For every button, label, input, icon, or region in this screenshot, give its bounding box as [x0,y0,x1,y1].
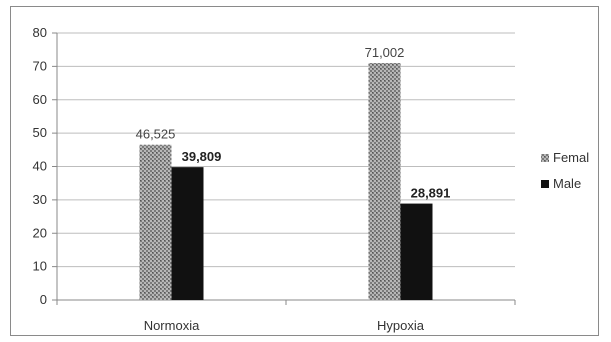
chart-frame: 0 10 20 30 40 50 60 70 80 Normoxia Hypoxia 46,525 7… [10,6,599,336]
legend: Femal Male [541,150,589,191]
y-tick-label: 20 [33,225,47,240]
legend-label-male: Male [553,176,581,191]
data-label: 28,891 [411,186,451,201]
axes: 0 10 20 30 40 50 60 70 80 Normoxia Hypoxia [33,25,516,333]
y-tick-label: 70 [33,58,47,73]
bar-chart: 0 10 20 30 40 50 60 70 80 Normoxia Hypoxia 46,525 7… [33,25,590,333]
y-tick-label: 80 [33,25,47,40]
y-tick-label: 0 [40,292,47,307]
y-tick-label: 40 [33,159,47,174]
x-category-label: Hypoxia [377,318,425,333]
data-labels: 46,525 71,002 39,809 28,891 [136,45,451,201]
data-label: 71,002 [365,45,405,60]
bar-male-normoxia [171,167,204,300]
y-tick-label: 60 [33,92,47,107]
legend-swatch-male [541,180,549,188]
data-label: 39,809 [182,149,222,164]
legend-swatch-femal [541,154,549,162]
gridlines [57,32,515,301]
bar-femal-normoxia [139,144,172,300]
y-tick-label: 10 [33,259,47,274]
bars [139,63,433,301]
y-tick-label: 50 [33,125,47,140]
bar-femal-hypoxia [368,63,401,301]
y-tick-label: 30 [33,192,47,207]
bar-male-hypoxia [400,203,433,300]
legend-label-femal: Femal [553,150,589,165]
data-label: 46,525 [136,127,176,142]
x-category-label: Normoxia [144,318,200,333]
